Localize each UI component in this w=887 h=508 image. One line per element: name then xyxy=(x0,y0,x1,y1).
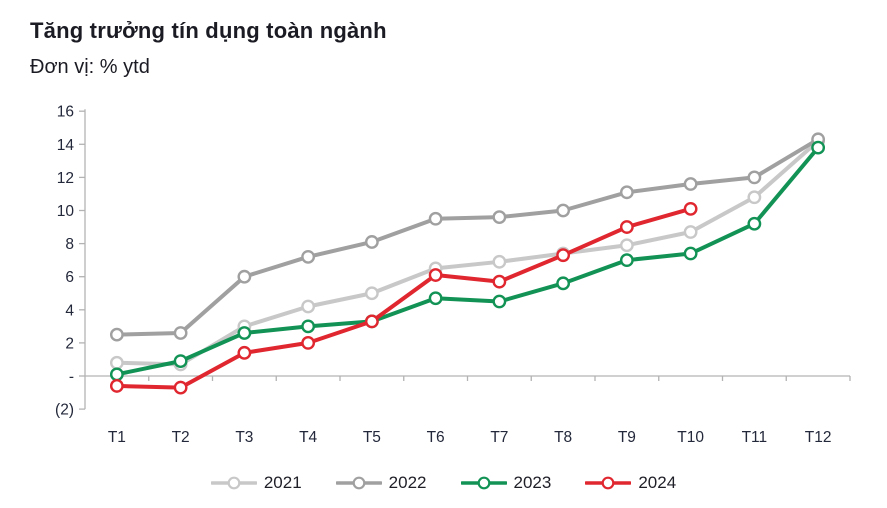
legend-item-2023: 2023 xyxy=(460,473,552,493)
legend-swatch-2023 xyxy=(460,476,507,490)
series-marker-2024 xyxy=(619,220,634,234)
x-tick-label-t8: T8 xyxy=(554,429,572,446)
x-tick-label-t3: T3 xyxy=(235,429,253,446)
legend-label-2021: 2021 xyxy=(263,473,302,492)
series-marker-2023 xyxy=(428,291,443,306)
y-tick-label: 14 xyxy=(57,137,75,154)
legend-label-2022: 2022 xyxy=(388,473,427,492)
x-tick-label-t5: T5 xyxy=(363,429,381,446)
series-marker-2024 xyxy=(301,335,316,350)
x-tick-label-t4: T4 xyxy=(299,429,317,446)
series-marker-2023 xyxy=(109,367,124,382)
y-tick-label: 2 xyxy=(65,335,74,352)
legend-swatch-marker xyxy=(352,476,366,490)
series-marker-2022 xyxy=(619,185,634,200)
series-marker-2022 xyxy=(364,235,379,249)
series-line-2021 xyxy=(114,138,821,367)
series-marker-2022 xyxy=(683,177,698,191)
x-tick-label-t10: T10 xyxy=(677,429,704,446)
series-marker-2023 xyxy=(492,294,507,309)
x-tick-label-t11: T11 xyxy=(742,429,768,446)
y-tick-label: (2) xyxy=(55,402,74,419)
series-marker-2023 xyxy=(237,326,252,340)
legend-swatch-2022 xyxy=(335,476,382,490)
x-tick-label-t6: T6 xyxy=(427,429,445,446)
series-marker-2023 xyxy=(747,216,762,231)
series-marker-2021 xyxy=(683,225,698,239)
y-tick-label: 4 xyxy=(65,302,74,319)
legend-label-2023: 2023 xyxy=(513,473,552,492)
series-marker-2023 xyxy=(683,246,698,261)
y-tick-label: - xyxy=(69,369,74,386)
series-marker-2024 xyxy=(492,274,507,289)
series-line-2023 xyxy=(114,145,821,377)
chart-title: Tăng trưởng tín dụng toàn ngành xyxy=(30,18,387,43)
legend-swatch-marker xyxy=(227,476,241,490)
x-tick-label-t12: T12 xyxy=(805,429,832,446)
series-marker-2024 xyxy=(109,379,124,393)
series-marker-2023 xyxy=(556,276,571,291)
legend-item-2022: 2022 xyxy=(335,473,427,493)
series-marker-2024 xyxy=(173,380,188,395)
series-marker-2022 xyxy=(237,269,252,284)
series-marker-2024 xyxy=(556,248,571,263)
series-line-2024 xyxy=(114,206,693,390)
legend-swatch-marker xyxy=(477,476,490,490)
x-tick-label-t1: T1 xyxy=(108,429,126,446)
legend-item-2021: 2021 xyxy=(210,473,302,493)
chart-unit-label: Đơn vị: % ytd xyxy=(30,56,150,78)
series-marker-2021 xyxy=(109,355,124,370)
series-marker-2024 xyxy=(683,201,698,216)
x-tick-label-t7: T7 xyxy=(490,429,508,446)
series-marker-2022 xyxy=(109,327,124,342)
series-marker-2023 xyxy=(811,140,826,155)
series-marker-2021 xyxy=(492,254,507,269)
series-marker-2024 xyxy=(237,345,252,360)
series-marker-2024 xyxy=(364,314,379,329)
x-tick-label-t2: T2 xyxy=(172,429,190,446)
series-marker-2022 xyxy=(556,203,571,218)
series-marker-2023 xyxy=(619,253,634,268)
legend-item-2024: 2024 xyxy=(585,473,676,493)
series-line-2022 xyxy=(114,137,821,337)
legend-swatch-2024 xyxy=(585,476,632,490)
y-tick-label: 6 xyxy=(65,269,74,286)
series-marker-2021 xyxy=(747,190,762,205)
series-marker-2021 xyxy=(364,286,379,301)
y-tick-label: 16 xyxy=(57,104,74,121)
series-marker-2021 xyxy=(301,299,316,314)
y-tick-label: 10 xyxy=(57,203,75,220)
series-marker-2022 xyxy=(747,170,762,185)
series-marker-2022 xyxy=(301,249,316,264)
y-tick-label: 8 xyxy=(65,236,74,253)
series-marker-2023 xyxy=(301,319,316,334)
x-tick-label-t9: T9 xyxy=(618,429,636,446)
series-marker-2024 xyxy=(428,268,443,282)
series-marker-2022 xyxy=(173,326,188,340)
legend-swatch-2021 xyxy=(210,476,257,490)
series-marker-2023 xyxy=(173,354,188,369)
series-marker-2022 xyxy=(428,211,443,226)
legend-label-2024: 2024 xyxy=(638,473,677,492)
chart-legend: 2021 2022 2023 2024 xyxy=(0,473,887,493)
y-tick-label: 12 xyxy=(57,170,74,187)
series-marker-2022 xyxy=(492,210,507,225)
legend-swatch-marker xyxy=(601,476,615,490)
series-marker-2021 xyxy=(619,238,634,253)
